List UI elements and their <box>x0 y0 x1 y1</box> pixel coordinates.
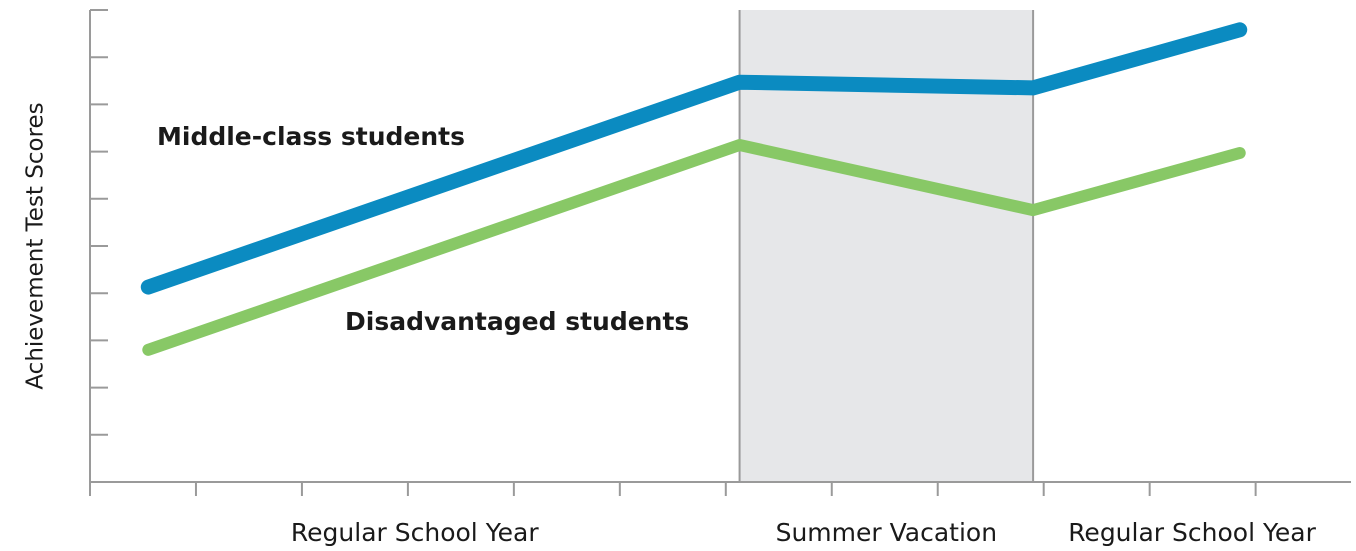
series-line <box>142 138 1246 356</box>
series-line <box>140 22 1248 295</box>
region-label: Regular School Year <box>291 518 539 547</box>
region-label: Regular School Year <box>1068 518 1316 547</box>
y-axis-title: Achievement Test Scores <box>23 102 49 389</box>
series-label: Middle-class students <box>157 122 465 151</box>
series-label: Disadvantaged students <box>345 307 689 336</box>
region-label: Summer Vacation <box>776 518 997 547</box>
